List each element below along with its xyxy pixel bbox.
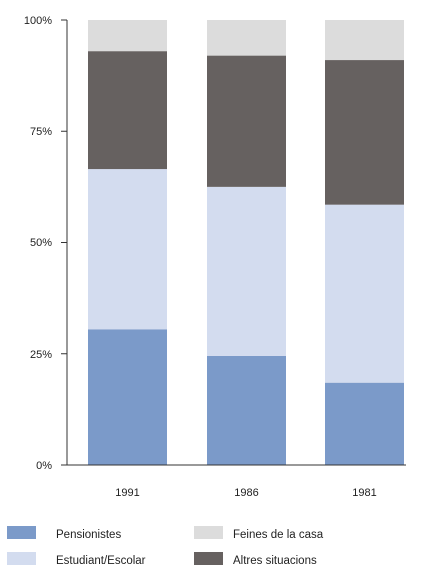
legend: Pensionistes Feines de la casa Estudiant/E… — [7, 526, 324, 567]
y-tick-label-50: 50% — [30, 237, 52, 249]
bar-1986-feines-de-la-casa — [207, 20, 286, 56]
bar-1981-estudiant-escolar — [325, 204, 404, 383]
legend-label-altres-situacions: Altres situacions — [233, 555, 317, 567]
legend-swatch-estudiant-escolar — [7, 552, 36, 565]
bar-1991-pensionistes — [88, 329, 167, 465]
axes-group: 1991 1986 1981 0% 25% 50% 75% 100% — [24, 15, 406, 499]
bar-1981-pensionistes — [325, 382, 404, 465]
bar-1991-estudiant-escolar — [88, 169, 167, 330]
legend-swatch-altres-situacions — [194, 552, 223, 565]
bar-1981-feines-de-la-casa — [325, 20, 404, 61]
x-tick-label-1981: 1981 — [352, 487, 376, 499]
y-tick-label-100: 100% — [24, 15, 52, 27]
legend-label-pensionistes: Pensionistes — [56, 529, 121, 541]
bar-1986-altres-situacions — [207, 55, 286, 187]
legend-label-estudiant-escolar: Estudiant/Escolar — [56, 555, 146, 567]
bar-1991-altres-situacions — [88, 51, 167, 170]
y-tick-label-75: 75% — [30, 126, 52, 138]
y-tick-label-0: 0% — [36, 460, 52, 472]
bar-1986-pensionistes — [207, 355, 286, 465]
legend-label-feines-de-la-casa: Feines de la casa — [233, 529, 324, 541]
y-tick-label-25: 25% — [30, 349, 52, 361]
legend-swatch-pensionistes — [7, 526, 36, 539]
x-tick-label-1991: 1991 — [115, 487, 139, 499]
x-tick-label-1986: 1986 — [234, 487, 258, 499]
bars-group — [88, 20, 404, 465]
bar-1986-estudiant-escolar — [207, 186, 286, 356]
bar-1981-altres-situacions — [325, 60, 404, 205]
legend-swatch-feines-de-la-casa — [194, 526, 223, 539]
bar-1991-feines-de-la-casa — [88, 20, 167, 52]
